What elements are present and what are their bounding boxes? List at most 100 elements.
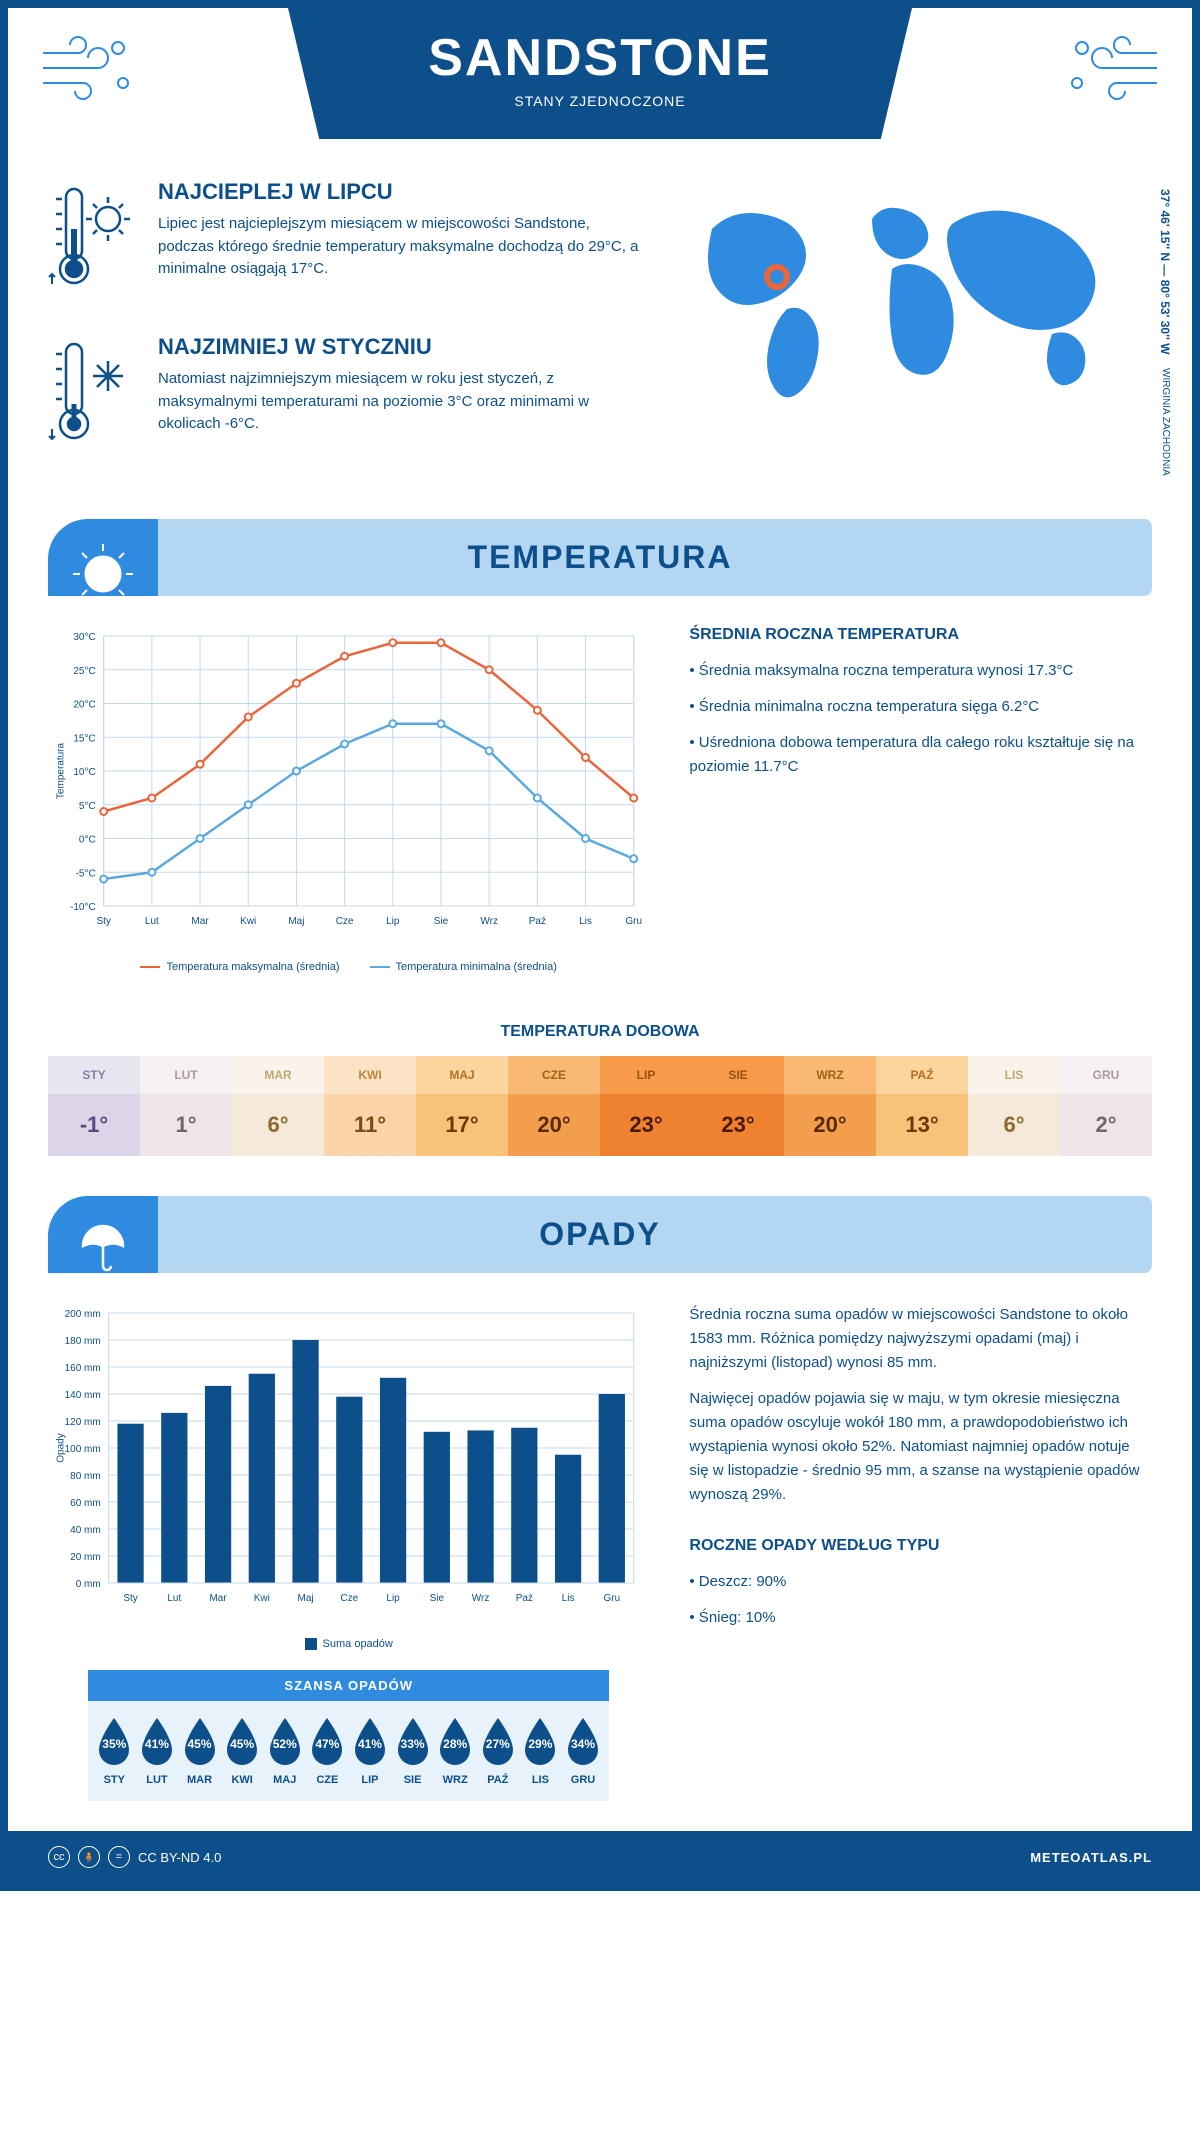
- svg-text:120 mm: 120 mm: [65, 1417, 101, 1428]
- nd-icon: =: [108, 1846, 130, 1868]
- svg-text:0°C: 0°C: [79, 835, 96, 846]
- page-title: SANDSTONE: [288, 28, 912, 88]
- svg-text:80 mm: 80 mm: [70, 1471, 101, 1482]
- svg-text:Sie: Sie: [434, 916, 449, 927]
- footer: cc 🧍 = CC BY-ND 4.0 METEOATLAS.PL: [8, 1831, 1192, 1883]
- daily-temp-cell: LIP23°: [600, 1056, 692, 1156]
- svg-text:60 mm: 60 mm: [70, 1498, 101, 1509]
- daily-temp-cell: LUT1°: [140, 1056, 232, 1156]
- rain-drop: 52%MAJ: [263, 1716, 306, 1786]
- svg-text:Gru: Gru: [603, 1593, 620, 1604]
- svg-text:15°C: 15°C: [73, 733, 95, 744]
- rain-drop: 35%STY: [93, 1716, 136, 1786]
- daily-temp-cell: KWI11°: [324, 1056, 416, 1156]
- svg-text:Opady: Opady: [56, 1433, 67, 1462]
- temp-legend: Temperatura maksymalna (średnia) Tempera…: [48, 961, 649, 973]
- precipitation-content: 0 mm 20 mm 40 mm 60 mm 80 mm 100 mm 120 mm 140 …: [8, 1273, 1192, 1831]
- yearly-type-item: • Deszcz: 90%: [689, 1570, 1152, 1594]
- rain-drop: 45%MAR: [178, 1716, 221, 1786]
- temp-info-title: ŚREDNIA ROCZNA TEMPERATURA: [689, 626, 1152, 644]
- svg-text:30°C: 30°C: [73, 632, 95, 643]
- coldest-title: NAJZIMNIEJ W STYCZNIU: [158, 334, 642, 360]
- license: cc 🧍 = CC BY-ND 4.0: [48, 1846, 221, 1868]
- svg-text:-5°C: -5°C: [76, 868, 96, 879]
- daily-temp-title: TEMPERATURA DOBOWA: [8, 1023, 1192, 1041]
- precip-para2: Najwięcej opadów pojawia się w maju, w t…: [689, 1387, 1152, 1507]
- page-subtitle: STANY ZJEDNOCZONE: [288, 93, 912, 109]
- map-area: 37° 46' 15'' N — 80° 53' 30'' W WIRGINIA…: [672, 179, 1152, 489]
- precipitation-info: Średnia roczna suma opadów w miejscowośc…: [689, 1303, 1152, 1801]
- cc-icon: cc: [48, 1846, 70, 1868]
- page: SANDSTONE STANY ZJEDNOCZONE NAJCIEPLEJ W…: [0, 0, 1200, 1891]
- daily-temp-cell: CZE20°: [508, 1056, 600, 1156]
- svg-text:Gru: Gru: [625, 916, 642, 927]
- rain-drop: 45%KWI: [221, 1716, 264, 1786]
- precipitation-chart: 0 mm 20 mm 40 mm 60 mm 80 mm 100 mm 120 mm 140 …: [48, 1303, 649, 1801]
- svg-text:Maj: Maj: [288, 916, 304, 927]
- warmest-block: NAJCIEPLEJ W LIPCU Lipiec jest najcieple…: [48, 179, 642, 304]
- rain-drop: 34%GRU: [562, 1716, 605, 1786]
- svg-text:0 mm: 0 mm: [76, 1579, 101, 1590]
- section-title: TEMPERATURA: [48, 539, 1152, 576]
- rain-chance: SZANSA OPADÓW 35%STY41%LUT45%MAR45%KWI52…: [88, 1670, 609, 1801]
- rain-drop: 33%SIE: [391, 1716, 434, 1786]
- yearly-type-title: ROCZNE OPADY WEDŁUG TYPU: [689, 1537, 1152, 1555]
- coldest-block: NAJZIMNIEJ W STYCZNIU Natomiast najzimni…: [48, 334, 642, 459]
- temp-info-point: • Średnia minimalna roczna temperatura s…: [689, 695, 1152, 719]
- svg-text:40 mm: 40 mm: [70, 1525, 101, 1536]
- svg-text:Maj: Maj: [298, 1593, 314, 1604]
- svg-text:5°C: 5°C: [79, 801, 96, 812]
- svg-text:200 mm: 200 mm: [65, 1309, 101, 1320]
- svg-text:Temperatura: Temperatura: [56, 742, 67, 799]
- site-name: METEOATLAS.PL: [1030, 1850, 1152, 1865]
- daily-temp-table: STY-1°LUT1°MAR6°KWI11°MAJ17°CZE20°LIP23°…: [48, 1056, 1152, 1156]
- svg-text:20°C: 20°C: [73, 700, 95, 711]
- by-icon: 🧍: [78, 1846, 100, 1868]
- header-area: SANDSTONE STANY ZJEDNOCZONE: [8, 8, 1192, 139]
- svg-text:Mar: Mar: [191, 916, 209, 927]
- svg-text:140 mm: 140 mm: [65, 1390, 101, 1401]
- svg-text:Lip: Lip: [386, 916, 400, 927]
- svg-text:Cze: Cze: [340, 1593, 358, 1604]
- svg-text:Wrz: Wrz: [472, 1593, 490, 1604]
- svg-text:Kwi: Kwi: [240, 916, 256, 927]
- warmest-title: NAJCIEPLEJ W LIPCU: [158, 179, 642, 205]
- svg-text:10°C: 10°C: [73, 767, 95, 778]
- svg-text:Wrz: Wrz: [480, 916, 498, 927]
- section-title: OPADY: [48, 1216, 1152, 1253]
- svg-text:Paź: Paź: [516, 1593, 533, 1604]
- rain-drop: 28%WRZ: [434, 1716, 477, 1786]
- temperature-chart: -10°C-5°C0°C5°C10°C15°C20°C25°C30°CStyLu…: [48, 626, 649, 973]
- umbrella-icon: [73, 1216, 133, 1273]
- rain-drop: 47%CZE: [306, 1716, 349, 1786]
- svg-text:Mar: Mar: [209, 1593, 227, 1604]
- svg-text:Lut: Lut: [167, 1593, 181, 1604]
- yearly-type-item: • Śnieg: 10%: [689, 1606, 1152, 1630]
- coldest-text: Natomiast najzimniejszym miesiącem w rok…: [158, 368, 642, 436]
- temperature-content: -10°C-5°C0°C5°C10°C15°C20°C25°C30°CStyLu…: [8, 596, 1192, 1003]
- svg-text:100 mm: 100 mm: [65, 1444, 101, 1455]
- rain-chance-title: SZANSA OPADÓW: [88, 1670, 609, 1701]
- svg-text:-10°C: -10°C: [70, 902, 96, 913]
- svg-text:20 mm: 20 mm: [70, 1552, 101, 1563]
- svg-text:180 mm: 180 mm: [65, 1336, 101, 1347]
- rain-drop: 29%LIS: [519, 1716, 562, 1786]
- svg-text:Sty: Sty: [123, 1593, 137, 1604]
- svg-text:Lis: Lis: [562, 1593, 575, 1604]
- daily-temp-cell: MAR6°: [232, 1056, 324, 1156]
- warmest-text: Lipiec jest najcieplejszym miesiącem w m…: [158, 213, 642, 281]
- sun-icon: [68, 539, 138, 596]
- daily-temp-cell: GRU2°: [1060, 1056, 1152, 1156]
- svg-text:Sie: Sie: [430, 1593, 445, 1604]
- temperature-info: ŚREDNIA ROCZNA TEMPERATURA • Średnia mak…: [689, 626, 1152, 973]
- svg-text:Lis: Lis: [579, 916, 592, 927]
- rain-drop: 41%LUT: [136, 1716, 179, 1786]
- rain-drop: 41%LIP: [349, 1716, 392, 1786]
- rain-drop: 27%PAŹ: [476, 1716, 519, 1786]
- svg-text:Lip: Lip: [386, 1593, 400, 1604]
- intro-section: NAJCIEPLEJ W LIPCU Lipiec jest najcieple…: [8, 179, 1192, 519]
- temp-info-point: • Uśredniona dobowa temperatura dla całe…: [689, 731, 1152, 779]
- temp-info-point: • Średnia maksymalna roczna temperatura …: [689, 659, 1152, 683]
- daily-temp-cell: PAŹ13°: [876, 1056, 968, 1156]
- svg-text:Paź: Paź: [529, 916, 546, 927]
